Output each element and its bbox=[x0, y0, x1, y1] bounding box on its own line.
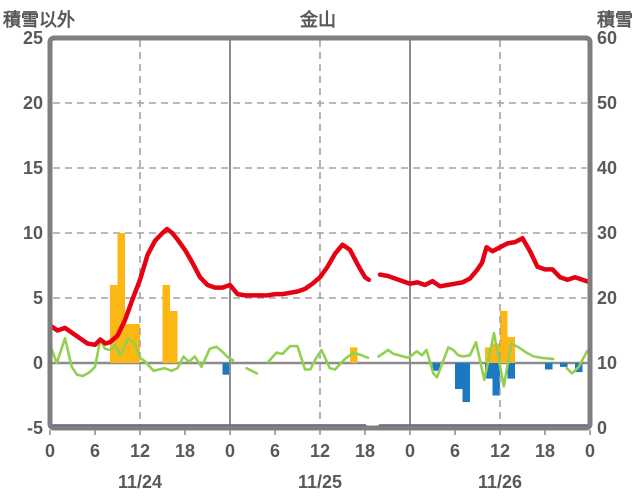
right-axis-tick-label: 30 bbox=[597, 223, 617, 243]
date-label: 11/26 bbox=[478, 472, 522, 492]
left-axis-tick-label: 20 bbox=[23, 93, 43, 113]
blue-bar bbox=[462, 363, 470, 402]
left-axis-tick-label: 5 bbox=[33, 288, 43, 308]
right-axis-tick-label: 10 bbox=[597, 353, 617, 373]
vertical-gridlines bbox=[139, 39, 501, 427]
blue-bar bbox=[507, 363, 515, 379]
plot-frame bbox=[47, 35, 593, 431]
green-line-segment bbox=[266, 344, 370, 371]
yellow-bar bbox=[110, 285, 118, 363]
green-line-segment bbox=[245, 366, 259, 375]
yellow-bar bbox=[117, 233, 125, 363]
right-axis-tick-label: 60 bbox=[597, 28, 617, 48]
right-axis-tick-label: 0 bbox=[597, 418, 607, 438]
red-line-segment bbox=[47, 226, 372, 348]
green-line bbox=[48, 331, 589, 388]
blue-bars bbox=[222, 363, 583, 402]
red-line bbox=[47, 226, 593, 348]
date-label: 11/24 bbox=[118, 472, 162, 492]
green-line-segment bbox=[565, 349, 589, 375]
right-axis-tick-labels: 60 50 40 30 20 10 0 bbox=[597, 28, 617, 438]
hour-tick-label: 0 bbox=[405, 441, 415, 461]
date-label: 11/25 bbox=[298, 472, 342, 492]
right-axis-tick-label: 20 bbox=[597, 288, 617, 308]
left-axis-tick-label: 15 bbox=[23, 158, 43, 178]
right-axis-title: 積雪 bbox=[597, 10, 633, 30]
right-axis-tick-label: 50 bbox=[597, 93, 617, 113]
yellow-bar bbox=[170, 311, 178, 363]
x-axis-tick-labels: 0 6 12 18 0 6 12 18 0 6 12 18 0 bbox=[45, 441, 595, 461]
date-labels: 11/24 11/25 11/26 bbox=[118, 472, 522, 492]
blue-bar bbox=[432, 363, 440, 371]
chart-title: 金山 bbox=[300, 10, 336, 30]
left-axis-tick-label: 25 bbox=[23, 28, 43, 48]
left-axis-tick-label: 0 bbox=[33, 353, 43, 373]
yellow-bar bbox=[125, 324, 133, 363]
hour-tick-label: 12 bbox=[490, 441, 510, 461]
x-axis-ticks bbox=[49, 430, 591, 435]
blue-bar bbox=[455, 363, 463, 389]
blue-bar bbox=[222, 363, 230, 375]
left-axis-tick-label: 10 bbox=[23, 223, 43, 243]
hour-tick-label: 12 bbox=[130, 441, 150, 461]
blue-bar bbox=[545, 363, 553, 370]
blue-bar bbox=[492, 363, 500, 396]
red-line-segment bbox=[377, 235, 593, 289]
green-line-segment bbox=[377, 331, 555, 388]
right-axis-tick-label: 40 bbox=[597, 158, 617, 178]
left-axis-title: 積雪以外 bbox=[3, 10, 75, 30]
yellow-bar bbox=[132, 324, 140, 363]
hour-tick-label: 12 bbox=[310, 441, 330, 461]
hour-tick-label: 18 bbox=[175, 441, 195, 461]
hour-tick-label: 0 bbox=[225, 441, 235, 461]
hour-tick-label: 18 bbox=[355, 441, 375, 461]
hour-tick-label: 6 bbox=[450, 441, 460, 461]
yellow-bar bbox=[350, 347, 358, 363]
hour-tick-label: 0 bbox=[585, 441, 595, 461]
hour-tick-label: 18 bbox=[535, 441, 555, 461]
yellow-bar bbox=[500, 311, 508, 363]
hour-tick-label: 0 bbox=[45, 441, 55, 461]
hour-tick-label: 6 bbox=[90, 441, 100, 461]
yellow-bar bbox=[492, 343, 500, 363]
left-axis-tick-labels: 25 20 15 10 5 0 -5 bbox=[23, 28, 43, 438]
blue-bar bbox=[485, 363, 493, 379]
yellow-bar bbox=[162, 285, 170, 363]
left-axis-tick-label: -5 bbox=[27, 418, 43, 438]
green-line-segment bbox=[48, 336, 235, 378]
hour-tick-label: 6 bbox=[270, 441, 280, 461]
blue-bar bbox=[560, 363, 568, 367]
